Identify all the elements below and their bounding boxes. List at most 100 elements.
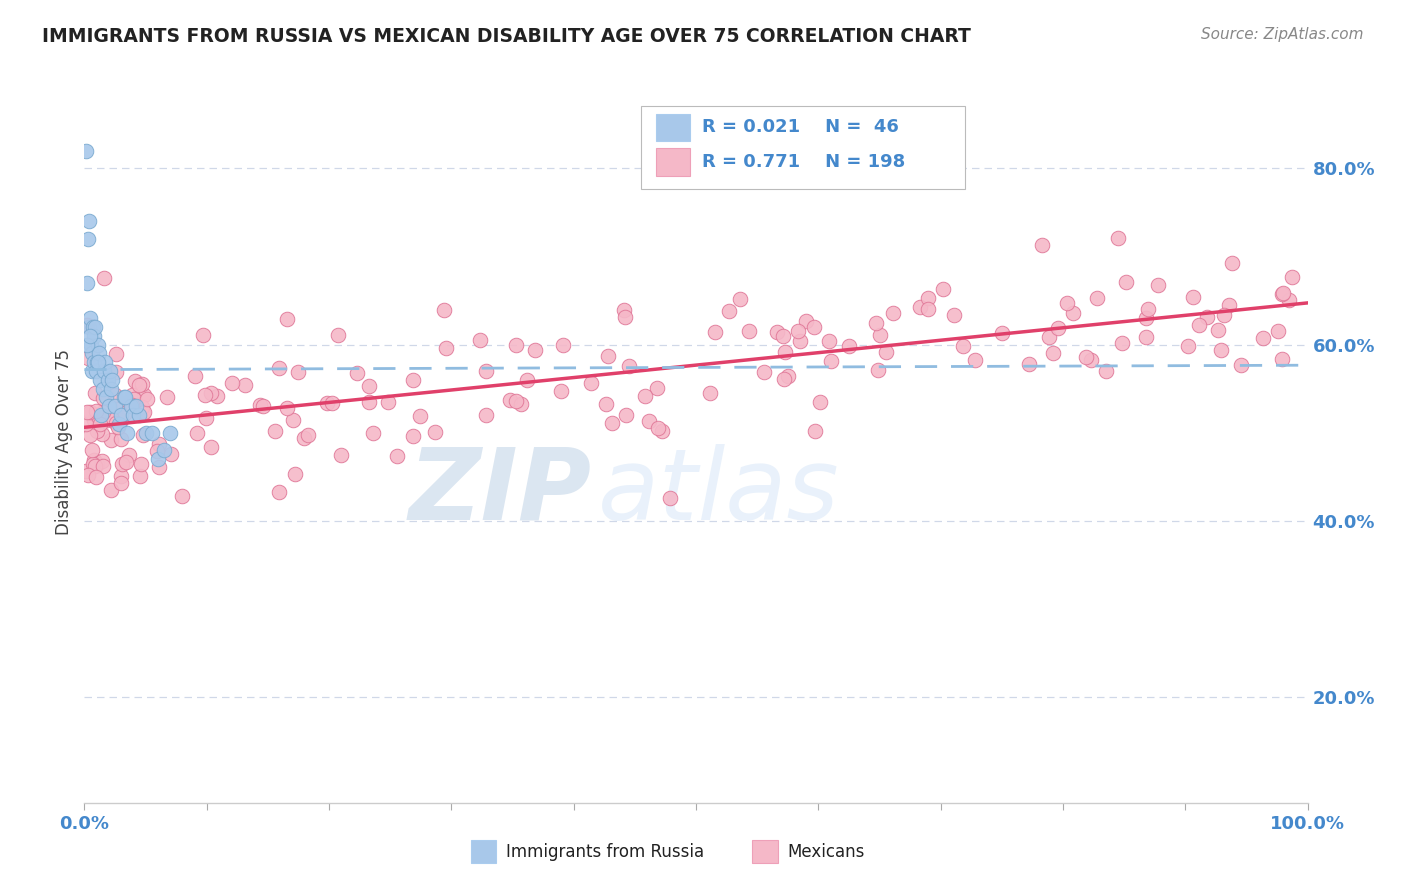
Point [115,455,138,469]
Point [651,424,673,438]
Point [820,353,842,368]
Point [869,327,891,342]
Point [75,417,97,431]
Point [614,408,637,422]
Point [803,424,825,438]
Point [76,405,98,419]
Point [772,328,794,343]
Point [112,391,135,405]
Point [84,364,107,378]
Point [550,384,572,399]
Point [908,300,931,314]
Point [127,401,149,416]
Point [1074,350,1097,364]
Point [132,405,155,419]
Point [77,214,100,228]
Point [111,457,134,471]
Point [474,364,496,378]
Point [110,469,132,483]
Point [115,425,138,440]
Point [281,412,304,426]
Y-axis label: Disability Age Over 75: Disability Age Over 75 [55,349,73,534]
Point [87,337,110,351]
Point [110,432,132,446]
Point [1209,343,1232,357]
Point [315,396,337,410]
Point [778,369,800,384]
Point [808,395,831,409]
Point [865,316,887,330]
Point [402,373,425,387]
Point [284,467,307,481]
FancyBboxPatch shape [641,105,965,189]
Point [84,320,107,334]
Point [523,343,546,357]
Point [297,427,319,442]
Point [377,395,399,409]
Point [1111,335,1133,350]
Point [170,489,193,503]
Point [117,395,139,409]
Text: IMMIGRANTS FROM RUSSIA VS MEXICAN DISABILITY AGE OVER 75 CORRELATION CHART: IMMIGRANTS FROM RUSSIA VS MEXICAN DISABI… [42,27,972,45]
Point [76,276,98,290]
Point [101,373,124,387]
Point [122,408,145,422]
Point [83,458,105,473]
Point [475,409,498,423]
Point [82,320,104,334]
Point [84,408,107,422]
Point [637,414,659,428]
Point [718,304,741,318]
Point [96,391,118,405]
Point [132,428,155,442]
Point [1177,339,1199,353]
Point [205,389,228,403]
Point [647,420,669,434]
Point [1278,293,1301,307]
Point [1080,352,1102,367]
Point [76,318,98,332]
Point [79,405,101,419]
Point [1135,329,1157,343]
Point [361,425,384,440]
Point [1056,296,1078,310]
Point [595,397,617,411]
Point [773,345,796,359]
Point [287,365,309,379]
Point [86,457,108,471]
Point [128,408,150,422]
Point [80,364,103,378]
Point [97,373,120,387]
Point [83,355,105,369]
Point [965,352,987,367]
Point [1272,286,1295,301]
Point [789,334,811,349]
Point [803,319,825,334]
Point [153,443,176,458]
Point [79,311,101,326]
Point [146,443,169,458]
Point [148,460,170,475]
Point [77,467,100,482]
Point [1181,290,1204,304]
Point [80,442,103,457]
Point [107,417,129,431]
Point [409,409,432,423]
Point [200,441,222,455]
Point [86,424,108,438]
Point [703,326,725,340]
Point [98,364,121,378]
Point [104,399,127,413]
Point [1018,357,1040,371]
Point [1206,323,1229,337]
Point [160,447,183,461]
Point [110,397,132,411]
Point [159,425,181,440]
Point [796,314,818,328]
Point [91,382,114,396]
Point [87,346,110,360]
Point [191,328,214,343]
Point [129,469,152,483]
Point [1115,275,1137,289]
Point [1188,318,1211,332]
